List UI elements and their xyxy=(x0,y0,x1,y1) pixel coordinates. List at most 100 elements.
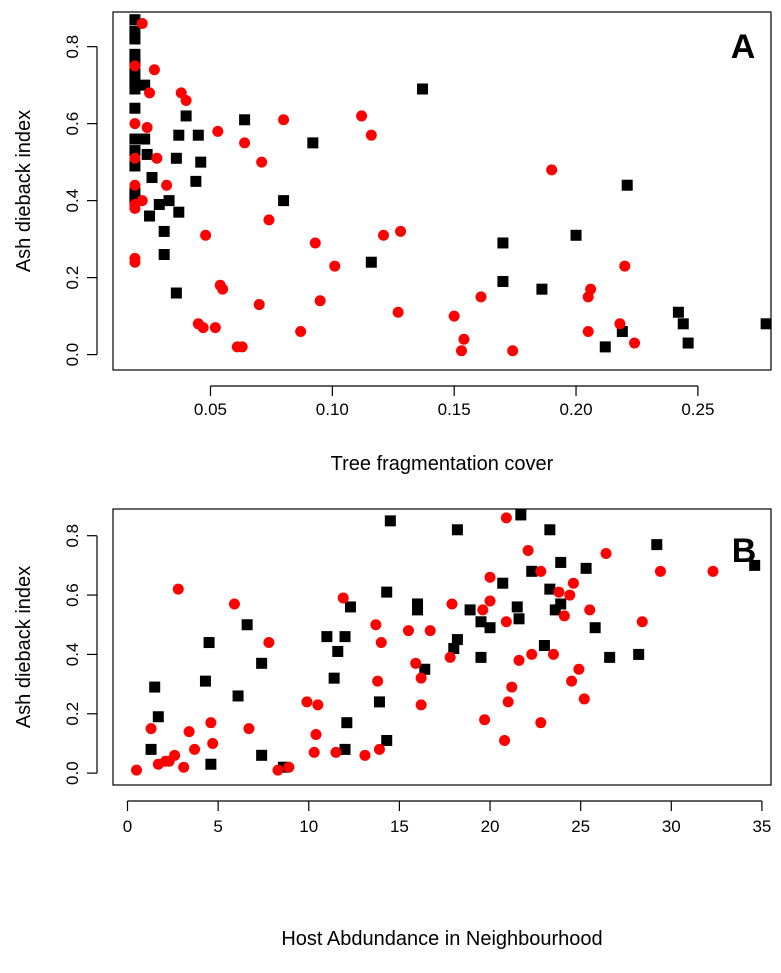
data-point-circle xyxy=(566,675,578,687)
data-point-square xyxy=(484,622,496,634)
data-point-circle xyxy=(144,87,156,99)
data-point-circle xyxy=(458,333,470,345)
data-point-square xyxy=(451,634,463,646)
data-point-circle xyxy=(272,764,284,776)
data-point-circle xyxy=(169,749,181,761)
y-tick-label: 0.6 xyxy=(63,583,82,607)
data-point-square xyxy=(199,675,211,687)
y-tick-label: 0.8 xyxy=(63,524,82,548)
data-point-square xyxy=(139,133,151,145)
data-point-circle xyxy=(500,616,512,628)
data-point-square xyxy=(580,562,592,574)
series-square xyxy=(145,509,761,773)
data-point-circle xyxy=(151,152,163,164)
data-point-square xyxy=(544,583,556,595)
data-point-square xyxy=(341,717,353,729)
data-point-square xyxy=(203,637,215,649)
data-point-circle xyxy=(484,571,496,583)
x-tick-label: 20 xyxy=(481,817,500,836)
x-axis-title: Host Abdundance in Neighbourhood xyxy=(281,928,602,950)
data-point-square xyxy=(145,743,157,755)
data-point-circle xyxy=(330,746,342,758)
data-point-square xyxy=(417,83,429,95)
data-point-circle xyxy=(535,565,547,577)
data-point-circle xyxy=(308,746,320,758)
data-point-square xyxy=(152,711,164,723)
data-point-square xyxy=(332,645,344,657)
data-point-circle xyxy=(499,734,511,746)
data-point-square xyxy=(599,341,611,353)
data-point-circle xyxy=(484,595,496,607)
data-point-square xyxy=(139,79,151,91)
data-point-circle xyxy=(217,283,229,295)
data-point-square xyxy=(241,619,253,631)
data-point-square xyxy=(412,604,424,616)
data-point-square xyxy=(239,114,251,126)
chart-panel-b: 0 5 10 15 20 25 30 35 0.0 0.2 0.4 0.6 0.8 Host Abdund… xyxy=(13,508,772,950)
y-tick-label: 0.4 xyxy=(63,189,82,213)
data-point-circle xyxy=(553,586,565,598)
data-point-circle xyxy=(207,737,219,749)
data-point-circle xyxy=(506,681,518,693)
data-point-square xyxy=(515,509,527,521)
x-tick-label: 30 xyxy=(662,817,681,836)
data-point-square xyxy=(256,749,268,761)
y-tick-label: 0.0 xyxy=(63,343,82,367)
data-point-circle xyxy=(619,260,631,272)
data-point-circle xyxy=(145,723,157,735)
data-point-circle xyxy=(448,310,460,322)
data-point-circle xyxy=(502,696,514,708)
data-point-circle xyxy=(513,654,525,666)
data-point-circle xyxy=(415,672,427,684)
data-point-circle xyxy=(180,95,192,107)
data-point-circle xyxy=(148,64,160,76)
x-tick-label: 0.20 xyxy=(559,400,592,419)
data-point-circle xyxy=(365,129,377,141)
y-tick-label: 0.2 xyxy=(63,702,82,726)
data-point-circle xyxy=(578,693,590,705)
data-point-circle xyxy=(178,761,190,773)
data-point-square xyxy=(146,172,158,184)
x-tick-label: 15 xyxy=(390,817,409,836)
data-point-circle xyxy=(455,345,467,357)
x-tick-label: 25 xyxy=(571,817,590,836)
data-point-circle xyxy=(301,696,313,708)
data-point-circle xyxy=(228,598,240,610)
data-point-square xyxy=(672,306,684,318)
data-point-circle xyxy=(337,592,349,604)
data-point-square xyxy=(141,148,153,160)
data-point-circle xyxy=(189,743,201,755)
data-point-circle xyxy=(129,152,141,164)
data-point-square xyxy=(677,318,689,330)
data-point-circle xyxy=(446,598,458,610)
data-point-circle xyxy=(243,723,255,735)
data-point-circle xyxy=(614,318,626,330)
data-point-circle xyxy=(136,18,148,30)
data-point-square xyxy=(153,198,165,210)
x-tick-label: 0.10 xyxy=(316,400,349,419)
data-point-circle xyxy=(477,604,489,616)
x-tick-label: 5 xyxy=(213,817,222,836)
data-point-square xyxy=(205,758,217,770)
data-point-circle xyxy=(402,625,414,637)
data-point-square xyxy=(633,648,645,660)
data-point-square xyxy=(384,515,396,527)
data-point-square xyxy=(555,598,567,610)
data-point-square xyxy=(555,556,567,568)
data-point-square xyxy=(589,622,601,634)
data-point-circle xyxy=(375,637,387,649)
data-point-square xyxy=(344,601,356,613)
data-point-circle xyxy=(263,214,275,226)
data-point-square xyxy=(232,690,244,702)
data-point-square xyxy=(497,275,509,287)
data-point-circle xyxy=(131,764,143,776)
data-point-square xyxy=(180,110,192,122)
data-point-square xyxy=(129,33,141,45)
data-point-circle xyxy=(479,714,491,726)
data-point-circle xyxy=(373,743,385,755)
x-tick-label: 0.15 xyxy=(438,400,471,419)
data-point-square xyxy=(682,337,694,349)
x-axis-title: Tree fragmentation cover xyxy=(331,453,554,475)
data-point-circle xyxy=(585,283,597,295)
data-point-square xyxy=(129,83,141,95)
